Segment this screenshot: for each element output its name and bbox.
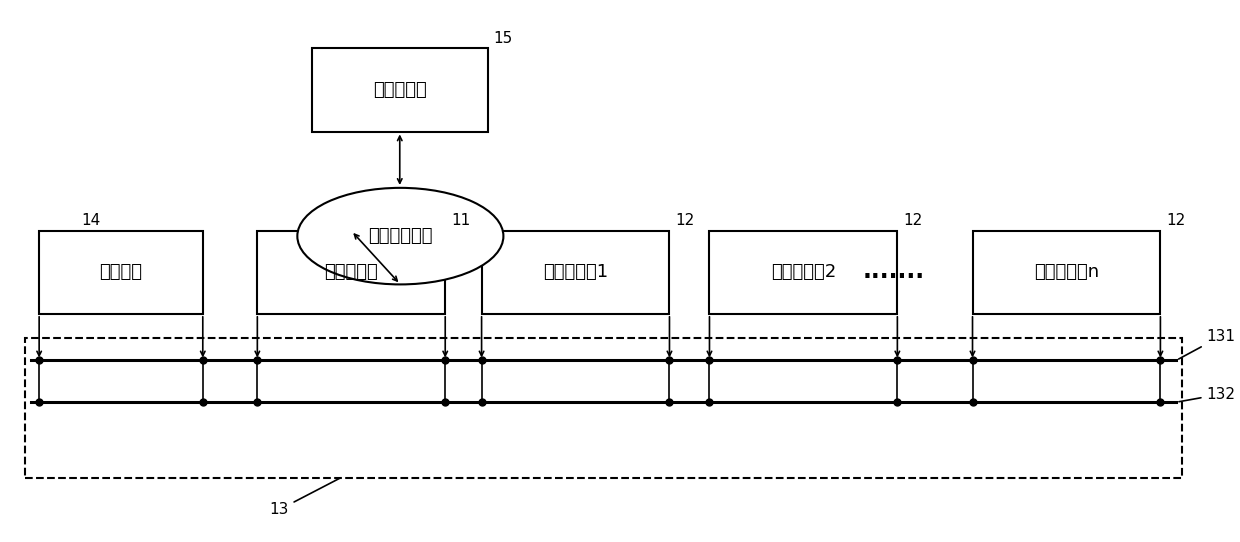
Polygon shape: [40, 231, 203, 314]
Polygon shape: [258, 231, 445, 314]
Text: 12: 12: [676, 213, 694, 228]
Text: 11: 11: [451, 213, 470, 228]
Text: 12: 12: [1167, 213, 1185, 228]
Polygon shape: [972, 231, 1161, 314]
Text: 12: 12: [904, 213, 923, 228]
Ellipse shape: [298, 188, 503, 285]
Text: 15: 15: [494, 31, 513, 46]
Text: 受控照明灯1: 受控照明灯1: [543, 263, 608, 281]
Text: .......: .......: [863, 259, 925, 283]
Polygon shape: [709, 231, 898, 314]
Text: 现场控制器: 现场控制器: [325, 263, 378, 281]
Polygon shape: [25, 338, 1182, 478]
Text: 13: 13: [269, 478, 340, 517]
Text: 14: 14: [82, 213, 100, 228]
Text: 云端服务器: 云端服务器: [373, 81, 427, 99]
Polygon shape: [481, 231, 670, 314]
Text: 受控照明灯2: 受控照明灯2: [771, 263, 836, 281]
Text: 受控照明灯n: 受控照明灯n: [1034, 263, 1099, 281]
Polygon shape: [312, 48, 487, 132]
Text: 供电电源: 供电电源: [99, 263, 143, 281]
Text: 131: 131: [1178, 329, 1235, 359]
Text: 公共通信网络: 公共通信网络: [368, 227, 433, 245]
Text: 132: 132: [1179, 386, 1235, 402]
